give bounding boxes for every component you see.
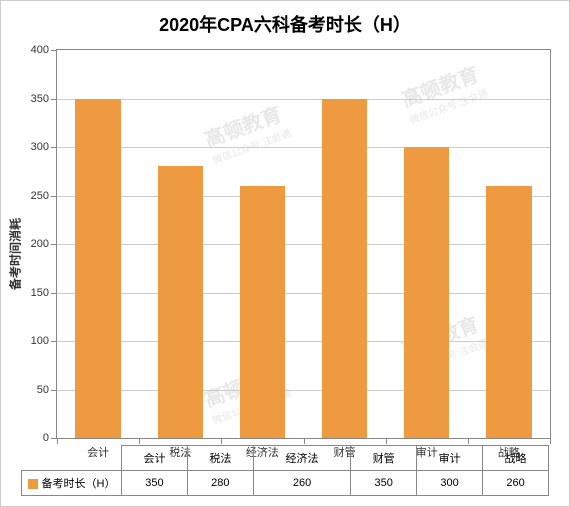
legend-category-header: 审计 (417, 446, 483, 471)
y-tick (51, 99, 57, 100)
legend-category-header: 战略 (483, 446, 549, 471)
gridline (57, 244, 550, 245)
legend-value-cell: 350 (351, 471, 417, 496)
y-tick-label: 250 (31, 190, 49, 202)
legend-data-table: 会计税法经济法财管审计战略备考时长（H）350280260350300260 (21, 445, 549, 496)
y-tick (51, 293, 57, 294)
y-tick-label: 200 (31, 238, 49, 250)
category-separator (386, 438, 387, 444)
legend-category-header: 财管 (351, 446, 417, 471)
bar (404, 147, 449, 438)
bar (158, 166, 203, 438)
legend-value-cell: 280 (187, 471, 253, 496)
y-tick-label: 100 (31, 335, 49, 347)
chart-title: 2020年CPA六科备考时长（H） (1, 1, 569, 43)
watermark: 高顿教育微信公众号:注会通 (397, 57, 490, 127)
category-separator (550, 438, 551, 444)
watermark: 高顿教育微信公众号:注会通 (200, 97, 293, 167)
y-tick-label: 150 (31, 287, 49, 299)
bar (75, 99, 120, 439)
gridline (57, 99, 550, 100)
y-tick-label: 300 (31, 141, 49, 153)
y-tick-label: 50 (37, 384, 49, 396)
legend-series-label: 备考时长（H） (22, 471, 122, 496)
legend-category-header: 经济法 (253, 446, 350, 471)
plot-area: 高顿教育微信公众号:注会通高顿教育微信公众号:注会通高顿教育微信公众号:注会通高… (56, 49, 551, 439)
y-tick (51, 196, 57, 197)
legend-value-cell: 260 (253, 471, 350, 496)
plot-container: 高顿教育微信公众号:注会通高顿教育微信公众号:注会通高顿教育微信公众号:注会通高… (56, 49, 551, 439)
legend-value-cell: 350 (122, 471, 188, 496)
category-separator (304, 438, 305, 444)
y-tick (51, 390, 57, 391)
gridline (57, 196, 550, 197)
y-tick (51, 244, 57, 245)
y-tick (51, 341, 57, 342)
category-separator (57, 438, 58, 444)
y-tick-label: 0 (43, 432, 49, 444)
category-separator (221, 438, 222, 444)
legend-category-header: 税法 (187, 446, 253, 471)
legend-value-cell: 300 (417, 471, 483, 496)
y-tick-label: 400 (31, 44, 49, 56)
y-axis-label: 备考时间消耗 (7, 217, 24, 289)
legend-value-cell: 260 (483, 471, 549, 496)
legend-series-text: 备考时长（H） (42, 478, 116, 490)
bar (486, 186, 531, 438)
bar (240, 186, 285, 438)
legend-header-row: 会计税法经济法财管审计战略 (22, 446, 549, 471)
gridline (57, 147, 550, 148)
y-tick (51, 50, 57, 51)
legend-value-row: 备考时长（H）350280260350300260 (22, 471, 549, 496)
y-tick (51, 147, 57, 148)
category-separator (468, 438, 469, 444)
gridline (57, 293, 550, 294)
y-tick-label: 350 (31, 93, 49, 105)
gridline (57, 341, 550, 342)
legend-category-header: 会计 (122, 446, 188, 471)
bar (322, 99, 367, 439)
legend-swatch-icon (28, 479, 38, 489)
category-separator (139, 438, 140, 444)
gridline (57, 390, 550, 391)
